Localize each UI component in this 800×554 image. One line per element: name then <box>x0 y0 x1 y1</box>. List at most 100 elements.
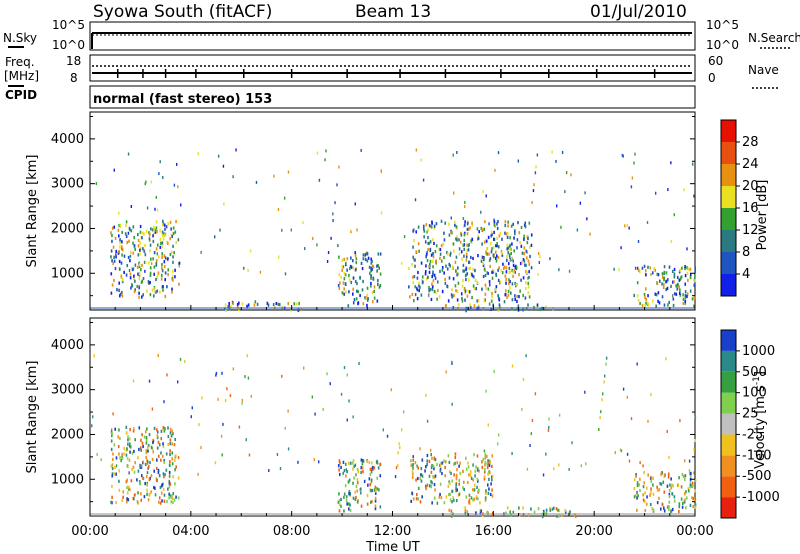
scatter-point <box>468 498 471 502</box>
scatter-point <box>426 459 429 463</box>
scatter-point <box>522 378 525 382</box>
scatter-point <box>152 440 154 445</box>
scatter-point <box>137 233 139 237</box>
scatter-point <box>156 289 159 293</box>
scatter-point <box>348 290 350 294</box>
nave-tick-top: 60 <box>708 54 723 68</box>
scatter-point <box>493 223 496 227</box>
scatter-point <box>161 266 163 270</box>
scatter-point <box>491 464 493 469</box>
scatter-point <box>170 434 173 438</box>
scatter-point <box>226 387 228 391</box>
scatter-point <box>463 269 466 273</box>
scatter-point <box>467 227 470 231</box>
scatter-point <box>505 232 508 236</box>
scatter-point <box>158 443 161 447</box>
scatter-point <box>530 432 533 436</box>
scatter-point <box>637 494 639 498</box>
scatter-point <box>420 158 422 162</box>
scatter-point <box>514 270 516 274</box>
scatter-point <box>466 272 469 276</box>
scatter-point <box>362 257 365 261</box>
scatter-point <box>141 263 143 268</box>
scatter-point <box>136 478 138 482</box>
scatter-point <box>491 269 494 273</box>
scatter-point <box>692 504 694 509</box>
scatter-point <box>656 488 659 493</box>
scatter-point <box>636 481 639 485</box>
scatter-point <box>486 454 488 459</box>
scatter-point <box>675 284 677 288</box>
scatter-point <box>511 268 514 272</box>
scatter-point <box>472 267 475 271</box>
scatter-point <box>456 461 459 465</box>
scatter-point <box>630 185 633 189</box>
velocity-cbar-label: Velocity [m s-1] <box>752 371 768 469</box>
scatter-point <box>689 267 692 271</box>
scatter-point <box>174 437 176 442</box>
scatter-point <box>344 462 347 466</box>
scatter-point <box>428 286 430 290</box>
scatter-point <box>161 484 163 488</box>
scatter-point <box>518 506 520 510</box>
scatter-point <box>159 290 161 294</box>
scatter-point <box>162 176 164 180</box>
scatter-point <box>426 463 428 467</box>
scatter-point <box>636 490 638 495</box>
scatter-point <box>356 477 359 482</box>
scatter-point <box>378 285 381 289</box>
scatter-point <box>128 487 131 492</box>
scatter-point <box>112 457 114 462</box>
scatter-point <box>634 152 636 156</box>
scatter-point <box>474 474 476 478</box>
scatter-point <box>601 398 603 402</box>
scatter-point <box>197 472 199 476</box>
scatter-point <box>514 264 517 268</box>
scatter-point <box>164 256 167 260</box>
scatter-point <box>482 457 485 461</box>
scatter-point <box>451 402 453 406</box>
scatter-point <box>495 259 498 263</box>
scatter-point <box>370 276 372 280</box>
scatter-point <box>129 276 132 280</box>
scatter-point <box>119 436 121 441</box>
scatter-point <box>441 268 444 272</box>
scatter-point <box>402 410 405 414</box>
scatter-point <box>456 235 459 239</box>
scatter-point <box>424 469 426 473</box>
scatter-point <box>354 202 356 206</box>
scatter-point <box>380 169 382 173</box>
scatter-point <box>545 452 547 456</box>
scatter-point <box>504 231 506 235</box>
colorbar-tick-label: 25 <box>742 407 759 422</box>
scatter-point <box>345 290 347 294</box>
scatter-point <box>143 232 145 236</box>
scatter-point <box>414 258 416 262</box>
scatter-point <box>155 277 157 282</box>
scatter-point <box>390 388 393 392</box>
scatter-point <box>435 222 438 226</box>
scatter-point <box>673 267 676 272</box>
scatter-point <box>665 287 668 292</box>
scatter-point <box>432 464 435 468</box>
scatter-point <box>476 497 479 501</box>
scatter-point <box>132 465 135 469</box>
scatter-point <box>456 272 459 276</box>
scatter-point <box>159 229 161 233</box>
scatter-point <box>494 289 497 294</box>
scatter-point <box>338 492 340 496</box>
scatter-point <box>484 463 486 467</box>
scatter-point <box>689 485 692 489</box>
scatter-point <box>355 260 358 265</box>
scatter-point <box>370 257 373 261</box>
scatter-point <box>672 484 674 488</box>
scatter-point <box>661 275 664 279</box>
scatter-point <box>465 309 467 313</box>
scatter-point <box>222 422 224 426</box>
scatter-point <box>491 295 493 299</box>
cpid-value: normal (fast stereo) 153 <box>93 92 272 107</box>
scatter-point <box>344 484 347 488</box>
scatter-point <box>522 276 525 280</box>
scatter-point <box>433 289 436 294</box>
scatter-point <box>338 459 341 463</box>
